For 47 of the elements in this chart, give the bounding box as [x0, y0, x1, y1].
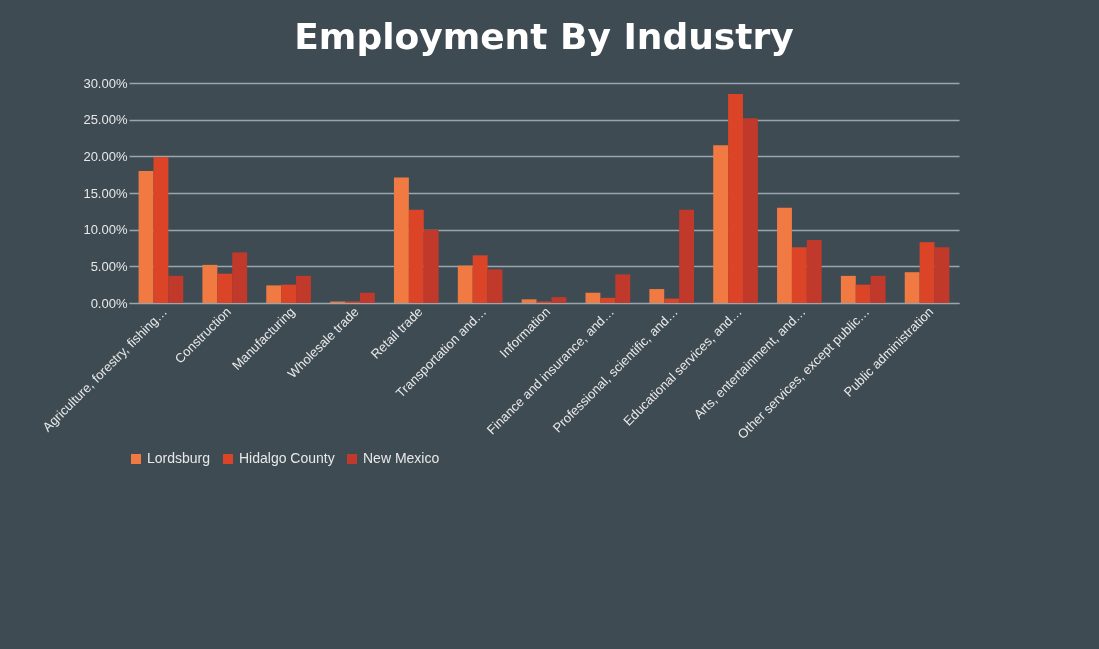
bar: [791, 247, 807, 303]
legend-label: New Mexico: [363, 450, 440, 466]
bar: [806, 239, 822, 303]
bar: [664, 298, 680, 303]
y-tick-label: 0.00%: [90, 295, 128, 311]
bar: [393, 177, 409, 303]
bar: [934, 247, 950, 303]
bar: [281, 284, 297, 303]
bar: [408, 209, 424, 303]
bar: [585, 292, 601, 303]
bar: [359, 292, 375, 303]
bar: [742, 118, 758, 303]
y-tick-label: 10.00%: [83, 222, 128, 238]
bar: [904, 272, 920, 303]
y-tick-label: 25.00%: [83, 112, 128, 128]
y-tick-label: 5.00%: [90, 258, 128, 274]
bar: [713, 145, 729, 303]
bar: [600, 297, 616, 303]
bar: [168, 275, 184, 303]
bar: [840, 275, 856, 303]
bar: [649, 289, 665, 303]
bar: [138, 171, 154, 303]
bar: [521, 299, 537, 303]
bar: [551, 297, 567, 303]
chart-title: Employment By Industry: [294, 16, 794, 57]
legend-label: Hidalgo County: [239, 450, 335, 466]
bar: [423, 229, 439, 303]
bar: [296, 275, 311, 303]
bar: [472, 255, 488, 303]
bar: [487, 269, 503, 303]
bar: [919, 242, 935, 303]
bar: [728, 94, 743, 303]
bar: [217, 273, 233, 303]
y-tick-label: 20.00%: [83, 148, 128, 164]
bar: [777, 207, 792, 303]
bar: [232, 252, 248, 303]
bar: [679, 209, 695, 303]
bar: [615, 274, 631, 303]
bar: [855, 284, 871, 303]
bar: [153, 157, 169, 303]
bar: [266, 285, 282, 303]
y-tick-label: 30.00%: [83, 75, 128, 91]
bar: [457, 265, 473, 303]
legend-label: Lordsburg: [147, 450, 211, 466]
bar: [870, 275, 886, 303]
bar: [202, 264, 218, 303]
y-tick-label: 15.00%: [83, 185, 128, 201]
